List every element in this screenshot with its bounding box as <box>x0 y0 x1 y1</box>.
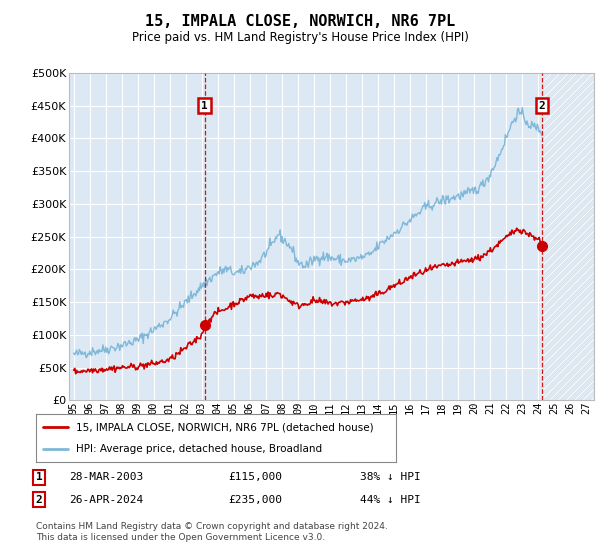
Text: 28-MAR-2003: 28-MAR-2003 <box>69 472 143 482</box>
Bar <box>542 73 594 400</box>
Text: HPI: Average price, detached house, Broadland: HPI: Average price, detached house, Broa… <box>76 444 322 454</box>
Text: 26-APR-2024: 26-APR-2024 <box>69 494 143 505</box>
Bar <box>542 73 594 400</box>
Text: £235,000: £235,000 <box>228 494 282 505</box>
Text: 2: 2 <box>35 494 43 505</box>
Text: 1: 1 <box>201 101 208 110</box>
Text: This data is licensed under the Open Government Licence v3.0.: This data is licensed under the Open Gov… <box>36 533 325 542</box>
Text: £115,000: £115,000 <box>228 472 282 482</box>
Text: 38% ↓ HPI: 38% ↓ HPI <box>360 472 421 482</box>
Text: Contains HM Land Registry data © Crown copyright and database right 2024.: Contains HM Land Registry data © Crown c… <box>36 522 388 531</box>
Text: Price paid vs. HM Land Registry's House Price Index (HPI): Price paid vs. HM Land Registry's House … <box>131 31 469 44</box>
Text: 2: 2 <box>539 101 545 110</box>
Text: 1: 1 <box>35 472 43 482</box>
Text: 15, IMPALA CLOSE, NORWICH, NR6 7PL (detached house): 15, IMPALA CLOSE, NORWICH, NR6 7PL (deta… <box>76 422 373 432</box>
Text: 44% ↓ HPI: 44% ↓ HPI <box>360 494 421 505</box>
Text: 15, IMPALA CLOSE, NORWICH, NR6 7PL: 15, IMPALA CLOSE, NORWICH, NR6 7PL <box>145 14 455 29</box>
